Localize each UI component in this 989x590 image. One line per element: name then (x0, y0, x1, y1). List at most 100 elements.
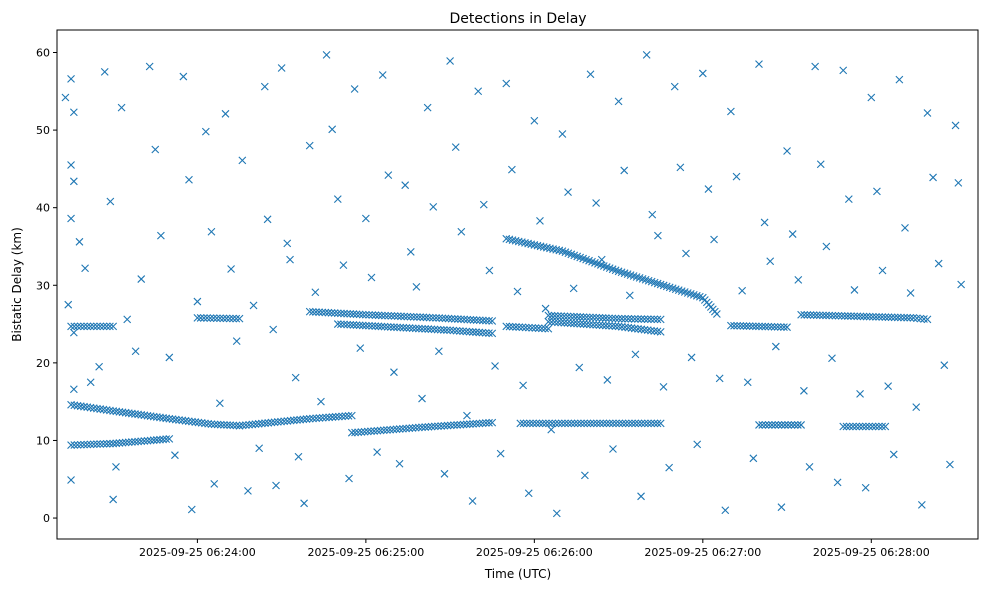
data-point (781, 421, 789, 429)
data-point (296, 415, 305, 424)
data-point (302, 415, 311, 423)
data-point (423, 103, 432, 112)
data-point (131, 437, 139, 446)
data-point (140, 437, 149, 445)
data-point (371, 322, 380, 331)
data-point (862, 312, 871, 321)
data-point (106, 406, 114, 415)
data-point (232, 337, 241, 346)
data-point (825, 311, 834, 320)
data-point (617, 314, 626, 323)
data-point (502, 234, 511, 243)
data-point (570, 419, 579, 428)
data-point (360, 427, 369, 436)
data-point (637, 419, 646, 428)
data-point (519, 419, 528, 428)
data-point (199, 314, 208, 322)
data-point (315, 414, 324, 422)
data-point (402, 323, 411, 332)
data-point (343, 309, 352, 318)
y-tick-label: 50 (36, 124, 50, 137)
data-point (881, 422, 890, 431)
data-point (644, 419, 652, 428)
plot-frame (56, 29, 979, 540)
data-point (488, 317, 497, 325)
data-point (862, 422, 870, 431)
data-point (777, 503, 786, 512)
data-point (261, 419, 269, 428)
data-point (361, 321, 370, 330)
data-point (715, 374, 724, 383)
data-point (592, 199, 601, 207)
y-tick-label: 40 (36, 202, 50, 215)
data-point (146, 412, 155, 421)
data-point (227, 265, 235, 273)
data-point (614, 97, 623, 106)
data-point (232, 314, 241, 323)
data-point (203, 314, 212, 322)
data-point (286, 416, 295, 425)
data-point (732, 172, 741, 181)
data-point (254, 419, 263, 428)
data-point (95, 362, 104, 371)
data-point (567, 419, 576, 428)
data-point (465, 327, 474, 336)
data-point (219, 314, 228, 323)
data-point (358, 310, 367, 319)
data-point (800, 386, 808, 395)
data-point (511, 236, 520, 245)
data-point (601, 314, 610, 322)
data-point (229, 421, 238, 430)
data-point (850, 312, 859, 321)
data-point (766, 257, 775, 266)
data-point (112, 439, 121, 448)
data-point (450, 315, 459, 323)
data-point (488, 329, 497, 338)
data-point (96, 405, 105, 413)
data-point (528, 323, 537, 332)
data-point (270, 418, 279, 427)
data-point (277, 417, 285, 426)
data-point (405, 424, 414, 433)
data-point (643, 326, 652, 335)
data-point (592, 313, 601, 322)
data-point (438, 314, 447, 323)
data-point (624, 419, 633, 428)
data-point (100, 68, 109, 76)
data-point (787, 421, 796, 429)
data-point (545, 419, 553, 428)
data-point (566, 312, 575, 321)
data-point (739, 322, 748, 330)
data-point (137, 437, 146, 446)
data-point (392, 425, 401, 434)
data-point (505, 235, 514, 244)
data-point (414, 423, 423, 432)
data-point (586, 419, 595, 428)
data-point (806, 311, 815, 319)
data-point (749, 454, 758, 463)
data-point (469, 316, 478, 324)
data-point (507, 165, 516, 174)
data-point (634, 315, 642, 323)
data-point (630, 324, 639, 333)
data-point (123, 315, 132, 324)
data-point (251, 420, 260, 429)
data-point (569, 284, 578, 293)
x-axis: 2025-09-25 06:24:00 2025-09-25 06:25:00 20… (139, 539, 930, 559)
data-point (554, 419, 563, 428)
data-point (184, 417, 193, 426)
data-point (109, 495, 118, 504)
data-point (390, 312, 399, 320)
data-point (889, 450, 898, 459)
data-point (437, 422, 446, 430)
data-point (318, 413, 327, 422)
data-point (351, 428, 359, 437)
data-point (550, 311, 559, 320)
data-point (653, 327, 662, 336)
data-point (519, 381, 528, 390)
data-point (96, 440, 105, 448)
data-point (575, 363, 584, 372)
data-point (454, 315, 462, 323)
data-point (462, 327, 471, 336)
data-point (758, 421, 767, 429)
